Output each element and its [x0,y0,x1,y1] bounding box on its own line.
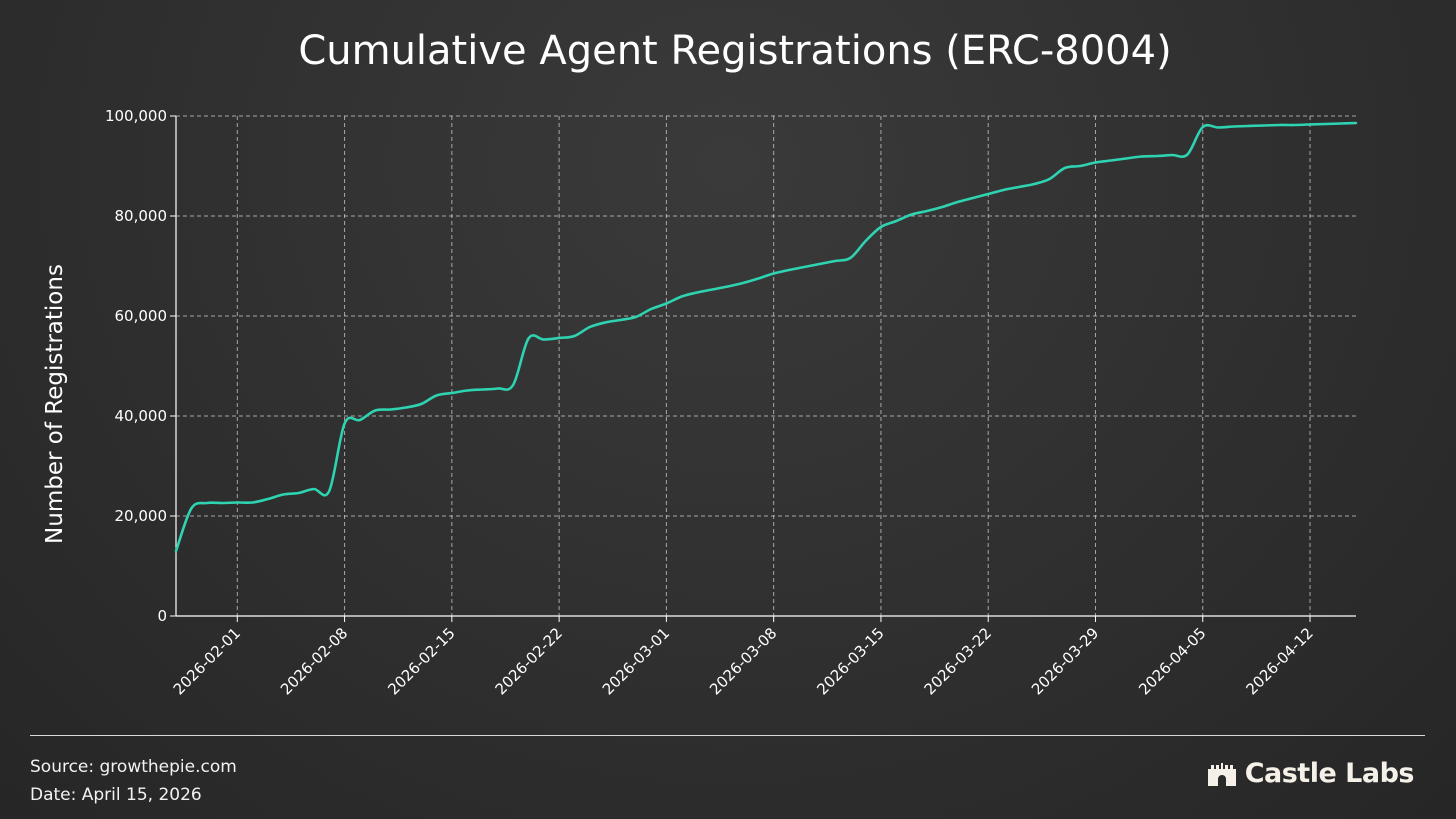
x-tick-label: 2026-03-22 [921,624,995,698]
x-tick-label: 2026-04-12 [1242,624,1316,698]
y-axis-title: Number of Registrations [42,264,68,544]
series [174,121,1358,553]
footer-divider [30,735,1425,736]
y-tick-label: 60,000 [115,307,168,325]
x-tick-label: 2026-02-15 [384,624,458,698]
y-axis-ticks: 0 20,000 40,000 60,000 80,000 100,000 [105,107,176,625]
castle-icon [1207,762,1236,786]
x-axis-ticks: 2026-02-01 2026-02-08 2026-02-15 2026-02-22… [170,616,1317,698]
x-tick-label: 2026-03-01 [599,624,673,698]
y-tick-label: 20,000 [115,507,168,525]
date-note: Date: April 15, 2026 [30,785,202,805]
series-line [174,121,1358,553]
grid-lines [176,115,1356,616]
axes [175,116,1356,617]
x-tick-label: 2026-03-29 [1028,624,1102,698]
y-tick-label: 0 [157,607,167,625]
chart-title: Cumulative Agent Registrations (ERC-8004… [298,28,1171,74]
x-tick-label: 2026-04-05 [1135,624,1209,698]
x-tick-label: 2026-03-15 [813,624,887,698]
brand-logo: Castle Labs [1207,758,1415,789]
y-tick-label: 80,000 [115,207,168,225]
brand-name: Castle Labs [1244,758,1415,789]
x-tick-label: 2026-02-22 [492,624,566,698]
source-note: Source: growthepie.com [30,757,237,777]
y-tick-label: 40,000 [115,407,168,425]
x-tick-label: 2026-02-01 [170,624,244,698]
x-tick-label: 2026-02-08 [277,624,351,698]
x-tick-label: 2026-03-08 [706,624,780,698]
y-tick-label: 100,000 [105,107,167,125]
